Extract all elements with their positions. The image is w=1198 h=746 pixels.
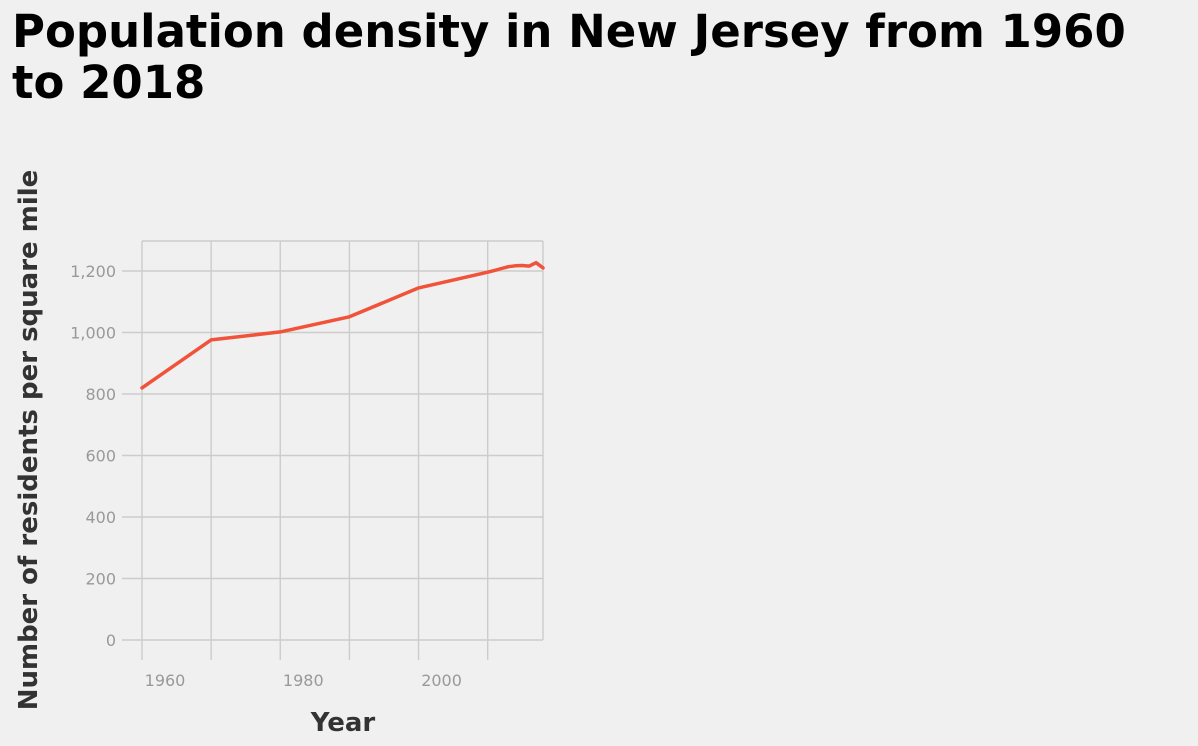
- x-tick-label: 1960: [145, 671, 186, 690]
- grid-lines: [141, 240, 544, 641]
- axis-ticks: [122, 270, 489, 660]
- y-axis-title: Number of residents per square mile: [14, 170, 44, 711]
- series-line: [140, 260, 545, 390]
- y-tick-label: 0: [106, 631, 116, 650]
- tick-labels: 0 200 400 600 800 1,000 1,200 1960 1980 2000: [70, 262, 462, 690]
- y-tick-label: 800: [85, 385, 116, 404]
- x-tick-label: 1980: [283, 671, 324, 690]
- chart-title: Population density in New Jersey from 19…: [12, 5, 1126, 109]
- x-axis-title: Year: [310, 708, 376, 738]
- series-layer: [140, 260, 545, 390]
- x-tick-label: 2000: [421, 671, 462, 690]
- y-tick-label: 1,200: [70, 262, 116, 281]
- y-tick-label: 1,000: [70, 324, 116, 343]
- y-tick-label: 200: [85, 570, 116, 589]
- y-tick-label: 400: [85, 508, 116, 527]
- y-tick-label: 600: [85, 447, 116, 466]
